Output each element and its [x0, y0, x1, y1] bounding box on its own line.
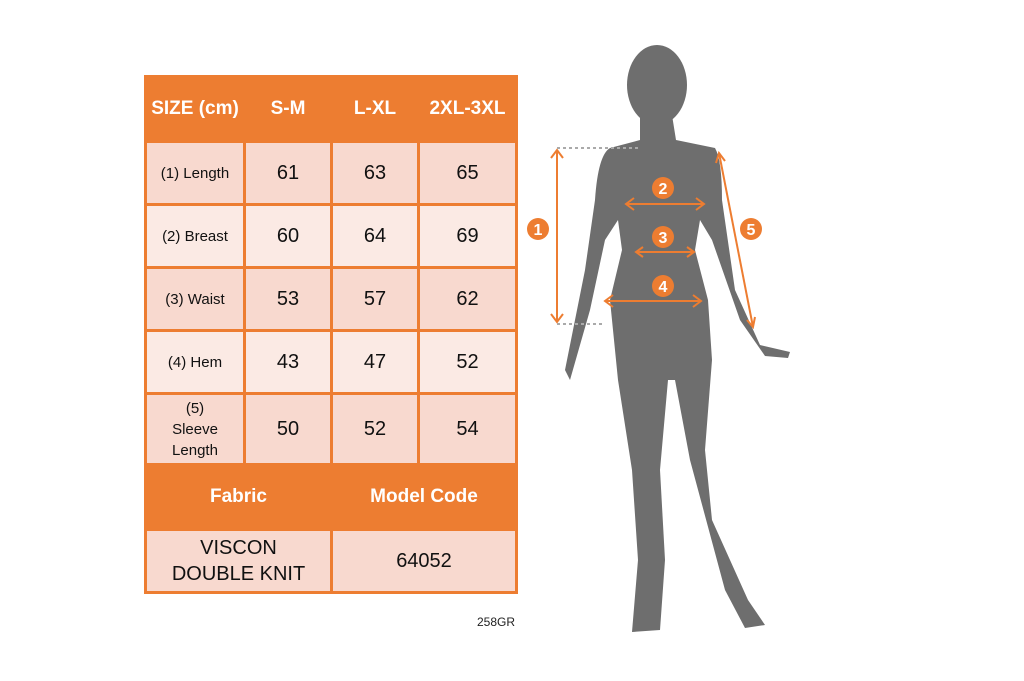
- marker-1: [527, 218, 549, 240]
- table-row: (5) Sleeve Length 50 52 54: [144, 392, 518, 466]
- table-row: (3) Waist 53 57 62: [144, 266, 518, 332]
- cell: 47: [330, 329, 420, 395]
- marker-1-label: 1: [534, 222, 543, 239]
- fabric-value-row: VISCON DOUBLE KNIT 64052: [144, 528, 518, 594]
- table-row: (1) Length 61 63 65: [144, 140, 518, 206]
- model-code-label: Model Code: [330, 463, 518, 531]
- cell: 50: [243, 392, 333, 466]
- marker-2-label: 2: [659, 181, 668, 198]
- header-s-m: S-M: [243, 75, 333, 143]
- cell: 65: [417, 140, 518, 206]
- cell: 52: [330, 392, 420, 466]
- fabric-header-row: Fabric Model Code: [144, 463, 518, 531]
- cell: 63: [330, 140, 420, 206]
- marker-4: [652, 275, 674, 297]
- table-row: (2) Breast 60 64 69: [144, 203, 518, 269]
- cell: 60: [243, 203, 333, 269]
- row-label: (3) Waist: [144, 266, 246, 332]
- cell: 43: [243, 329, 333, 395]
- cell: 53: [243, 266, 333, 332]
- cell: 64: [330, 203, 420, 269]
- row-label: (5) Sleeve Length: [144, 392, 246, 466]
- model-code-value: 64052: [330, 528, 518, 594]
- header-2xl-3xl: 2XL-3XL: [417, 75, 518, 143]
- cell: 57: [330, 266, 420, 332]
- silhouette: [565, 45, 790, 632]
- cell: 69: [417, 203, 518, 269]
- header-l-xl: L-XL: [330, 75, 420, 143]
- row-label: (4) Hem: [144, 329, 246, 395]
- header-size: SIZE (cm): [144, 75, 246, 143]
- measurement-arrows: [550, 147, 756, 330]
- marker-5-label: 5: [747, 222, 756, 239]
- cell: 62: [417, 266, 518, 332]
- marker-3: [652, 226, 674, 248]
- size-chart-table: SIZE (cm) S-M L-XL 2XL-3XL (1) Length 61…: [144, 75, 518, 594]
- measurement-markers: 1 2 3 4 5: [527, 177, 762, 297]
- marker-3-label: 3: [659, 230, 668, 247]
- cell: 61: [243, 140, 333, 206]
- row-label: (1) Length: [144, 140, 246, 206]
- table-row: (4) Hem 43 47 52: [144, 329, 518, 395]
- marker-4-label: 4: [659, 279, 668, 296]
- marker-5: [740, 218, 762, 240]
- marker-2: [652, 177, 674, 199]
- fabric-value: VISCON DOUBLE KNIT: [144, 528, 333, 594]
- fabric-label: Fabric: [144, 463, 333, 531]
- cell: 54: [417, 392, 518, 466]
- row-label: (2) Breast: [144, 203, 246, 269]
- cell: 52: [417, 329, 518, 395]
- table-header-row: SIZE (cm) S-M L-XL 2XL-3XL: [144, 75, 518, 143]
- product-code: 258GR: [477, 615, 516, 629]
